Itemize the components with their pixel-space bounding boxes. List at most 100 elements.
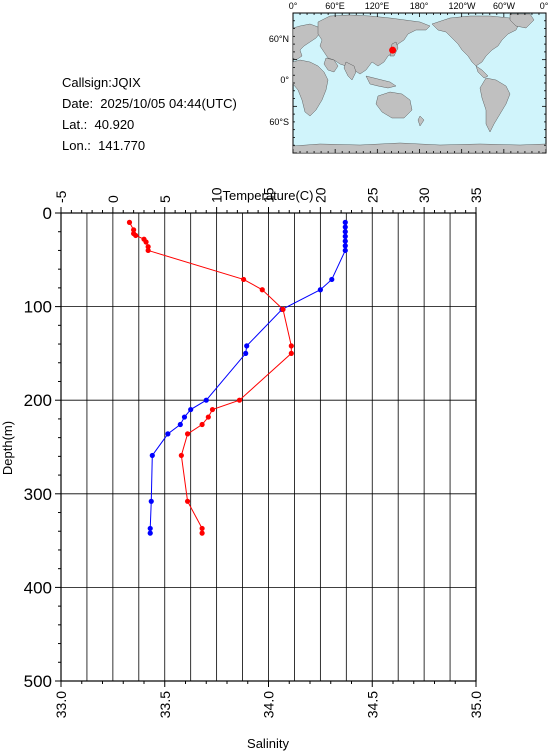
temperature-tick-label: 10 bbox=[209, 187, 225, 203]
callsign-label: Callsign:JQIX bbox=[62, 75, 141, 90]
greenland-landmass bbox=[509, 13, 535, 29]
map-lon-label-3: 120°E bbox=[365, 1, 390, 11]
depth-tick-label: 300 bbox=[24, 485, 52, 504]
map-lon-label-4: 180° bbox=[410, 1, 429, 11]
temperature-data-point bbox=[244, 343, 250, 349]
salinity-data-point bbox=[236, 397, 243, 403]
map-lon-label-6: 60°W bbox=[493, 1, 516, 11]
map-lon-label-2: 60°E bbox=[325, 1, 345, 11]
temperature-tick-labels: -5 0 5 10 15 20 25 30 35 bbox=[53, 187, 484, 203]
temperature-data-point bbox=[342, 243, 348, 249]
salinity-tick-label: 33.0 bbox=[53, 691, 69, 718]
temperature-data-point bbox=[177, 421, 183, 428]
longitude-label: Lon.: 141.770 bbox=[62, 138, 146, 153]
temperature-data-point bbox=[188, 406, 194, 413]
salinity-series bbox=[126, 219, 294, 536]
salinity-data-point bbox=[205, 414, 211, 420]
station-info: Callsign:JQIX Date: 2025/10/05 04:44(UTC… bbox=[62, 72, 237, 156]
salinity-data-point bbox=[209, 406, 216, 413]
temperature-data-point bbox=[342, 247, 348, 254]
depth-tick-label: 200 bbox=[24, 391, 52, 410]
depth-tick-label: 400 bbox=[24, 578, 52, 597]
date-label: Date: 2025/10/05 04:44(UTC) bbox=[62, 96, 237, 111]
chart-grid bbox=[60, 212, 477, 682]
temperature-tick-label: 20 bbox=[312, 187, 328, 203]
map-top-ticks: 0° 60°E 120°E 180° 120°W 60°W 0° bbox=[289, 1, 549, 11]
temperature-data-point bbox=[203, 397, 209, 403]
depth-tick-label: 100 bbox=[24, 298, 52, 317]
salinity-profile-line bbox=[129, 222, 292, 534]
series-layer bbox=[126, 219, 348, 536]
temperature-data-point bbox=[342, 238, 348, 244]
india-landmass bbox=[343, 61, 357, 81]
temperature-data-point bbox=[147, 525, 153, 532]
salinity-data-point bbox=[184, 431, 191, 437]
salinity-data-point bbox=[199, 525, 205, 532]
salinity-data-point bbox=[178, 452, 184, 459]
map-land bbox=[292, 13, 547, 154]
salinity-data-point bbox=[288, 343, 294, 349]
salinity-data-point bbox=[126, 219, 133, 225]
latitude-label: Lat.: 40.920 bbox=[62, 117, 135, 132]
temperature-data-point bbox=[149, 452, 155, 459]
salinity-data-point bbox=[288, 350, 294, 356]
temperature-data-point bbox=[317, 287, 323, 293]
map-lat-label-2: 0° bbox=[280, 75, 289, 85]
salinity-data-point bbox=[199, 530, 205, 536]
map-lon-label-1: 0° bbox=[289, 1, 298, 11]
salinity-data-point bbox=[199, 421, 205, 428]
temperature-tick-label: -5 bbox=[53, 190, 69, 203]
temperature-data-point bbox=[342, 224, 348, 230]
salinity-tick-label: 34.0 bbox=[261, 691, 277, 718]
salinity-tick-label: 33.5 bbox=[157, 691, 173, 718]
temperature-tick-label: 30 bbox=[416, 187, 432, 203]
map-tickmarks bbox=[292, 12, 547, 154]
temperature-data-point bbox=[342, 219, 348, 225]
chart-frame bbox=[55, 207, 477, 687]
temperature-tick-label: 0 bbox=[105, 195, 121, 203]
depth-tick-label: 500 bbox=[24, 672, 52, 691]
salinity-data-point bbox=[131, 227, 137, 233]
temperature-data-point bbox=[147, 530, 153, 536]
temperature-series bbox=[147, 219, 348, 536]
station-marker bbox=[389, 46, 397, 54]
central-america-landmass bbox=[475, 65, 489, 79]
temperature-data-point bbox=[243, 350, 249, 356]
temperature-tick-label: 5 bbox=[157, 195, 173, 203]
indonesia-landmass bbox=[365, 75, 397, 89]
temperature-data-point bbox=[342, 233, 348, 239]
asia-landmass bbox=[317, 14, 431, 75]
temperature-tick-label: 25 bbox=[364, 187, 380, 203]
temperature-data-point bbox=[148, 498, 154, 504]
temperature-data-point bbox=[342, 229, 348, 235]
salinity-axis-title: Salinity bbox=[247, 736, 289, 751]
temperature-tick-label: 35 bbox=[468, 187, 484, 203]
salinity-tick-label: 34.5 bbox=[364, 691, 380, 718]
depth-axis-title: Depth(m) bbox=[0, 421, 15, 475]
salinity-data-point bbox=[145, 247, 151, 254]
temperature-axis-title: Temperature(C) bbox=[222, 188, 313, 203]
map-lon-label-7: 0° bbox=[540, 1, 549, 11]
new-zealand-landmass bbox=[417, 115, 425, 127]
depth-tick-label: 0 bbox=[43, 204, 52, 223]
temperature-data-point bbox=[165, 431, 171, 437]
map-frame: 0° 60°E 120°E 180° 120°W 60°W 0° 60°N 0°… bbox=[269, 1, 549, 154]
map-lat-label-3: 60°S bbox=[269, 117, 289, 127]
temperature-data-point bbox=[181, 414, 188, 420]
salinity-data-point bbox=[259, 287, 265, 293]
salinity-data-point bbox=[184, 498, 191, 504]
africa-landmass bbox=[292, 59, 329, 117]
map-lat-label-1: 60°N bbox=[269, 34, 289, 44]
salinity-data-point bbox=[241, 276, 247, 283]
salinity-data-point bbox=[143, 239, 149, 245]
depth-tick-labels: 0 100 200 300 400 500 bbox=[24, 204, 52, 691]
salinity-data-point bbox=[145, 244, 151, 250]
temperature-tick-label: 15 bbox=[261, 187, 277, 203]
salinity-data-point bbox=[280, 306, 286, 313]
temperature-data-point bbox=[329, 276, 335, 283]
salinity-data-point bbox=[133, 232, 139, 239]
arabia-landmass bbox=[323, 57, 339, 73]
map-lon-label-5: 120°W bbox=[448, 1, 476, 11]
